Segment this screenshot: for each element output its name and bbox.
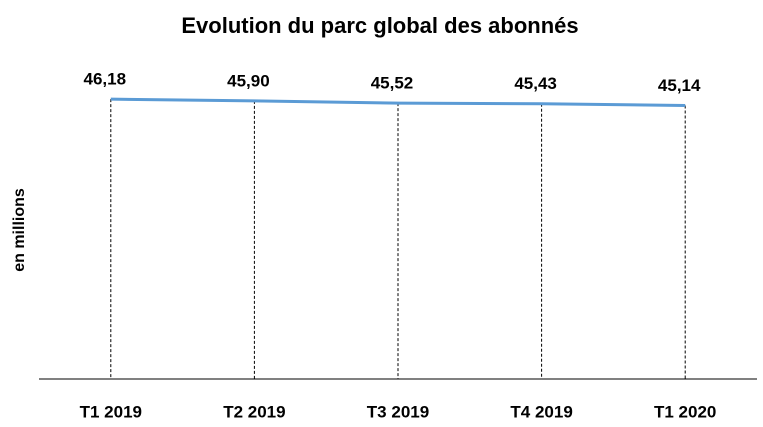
x-tick-label: T1 2020 <box>654 402 716 421</box>
y-axis-label: en millions <box>11 188 28 272</box>
x-tick-label: T2 2019 <box>223 402 285 421</box>
data-label: 45,43 <box>514 74 557 93</box>
x-tick-label: T1 2019 <box>80 402 142 421</box>
chart-title: Evolution du parc global des abonnés <box>181 13 578 38</box>
line <box>110 97 686 107</box>
data-label: 45,90 <box>227 71 270 90</box>
data-label: 45,14 <box>658 76 701 95</box>
data-label: 45,52 <box>371 74 414 93</box>
data-label: 46,18 <box>84 70 127 89</box>
x-tick-label: T4 2019 <box>510 402 572 421</box>
x-tick-label: T3 2019 <box>367 402 429 421</box>
